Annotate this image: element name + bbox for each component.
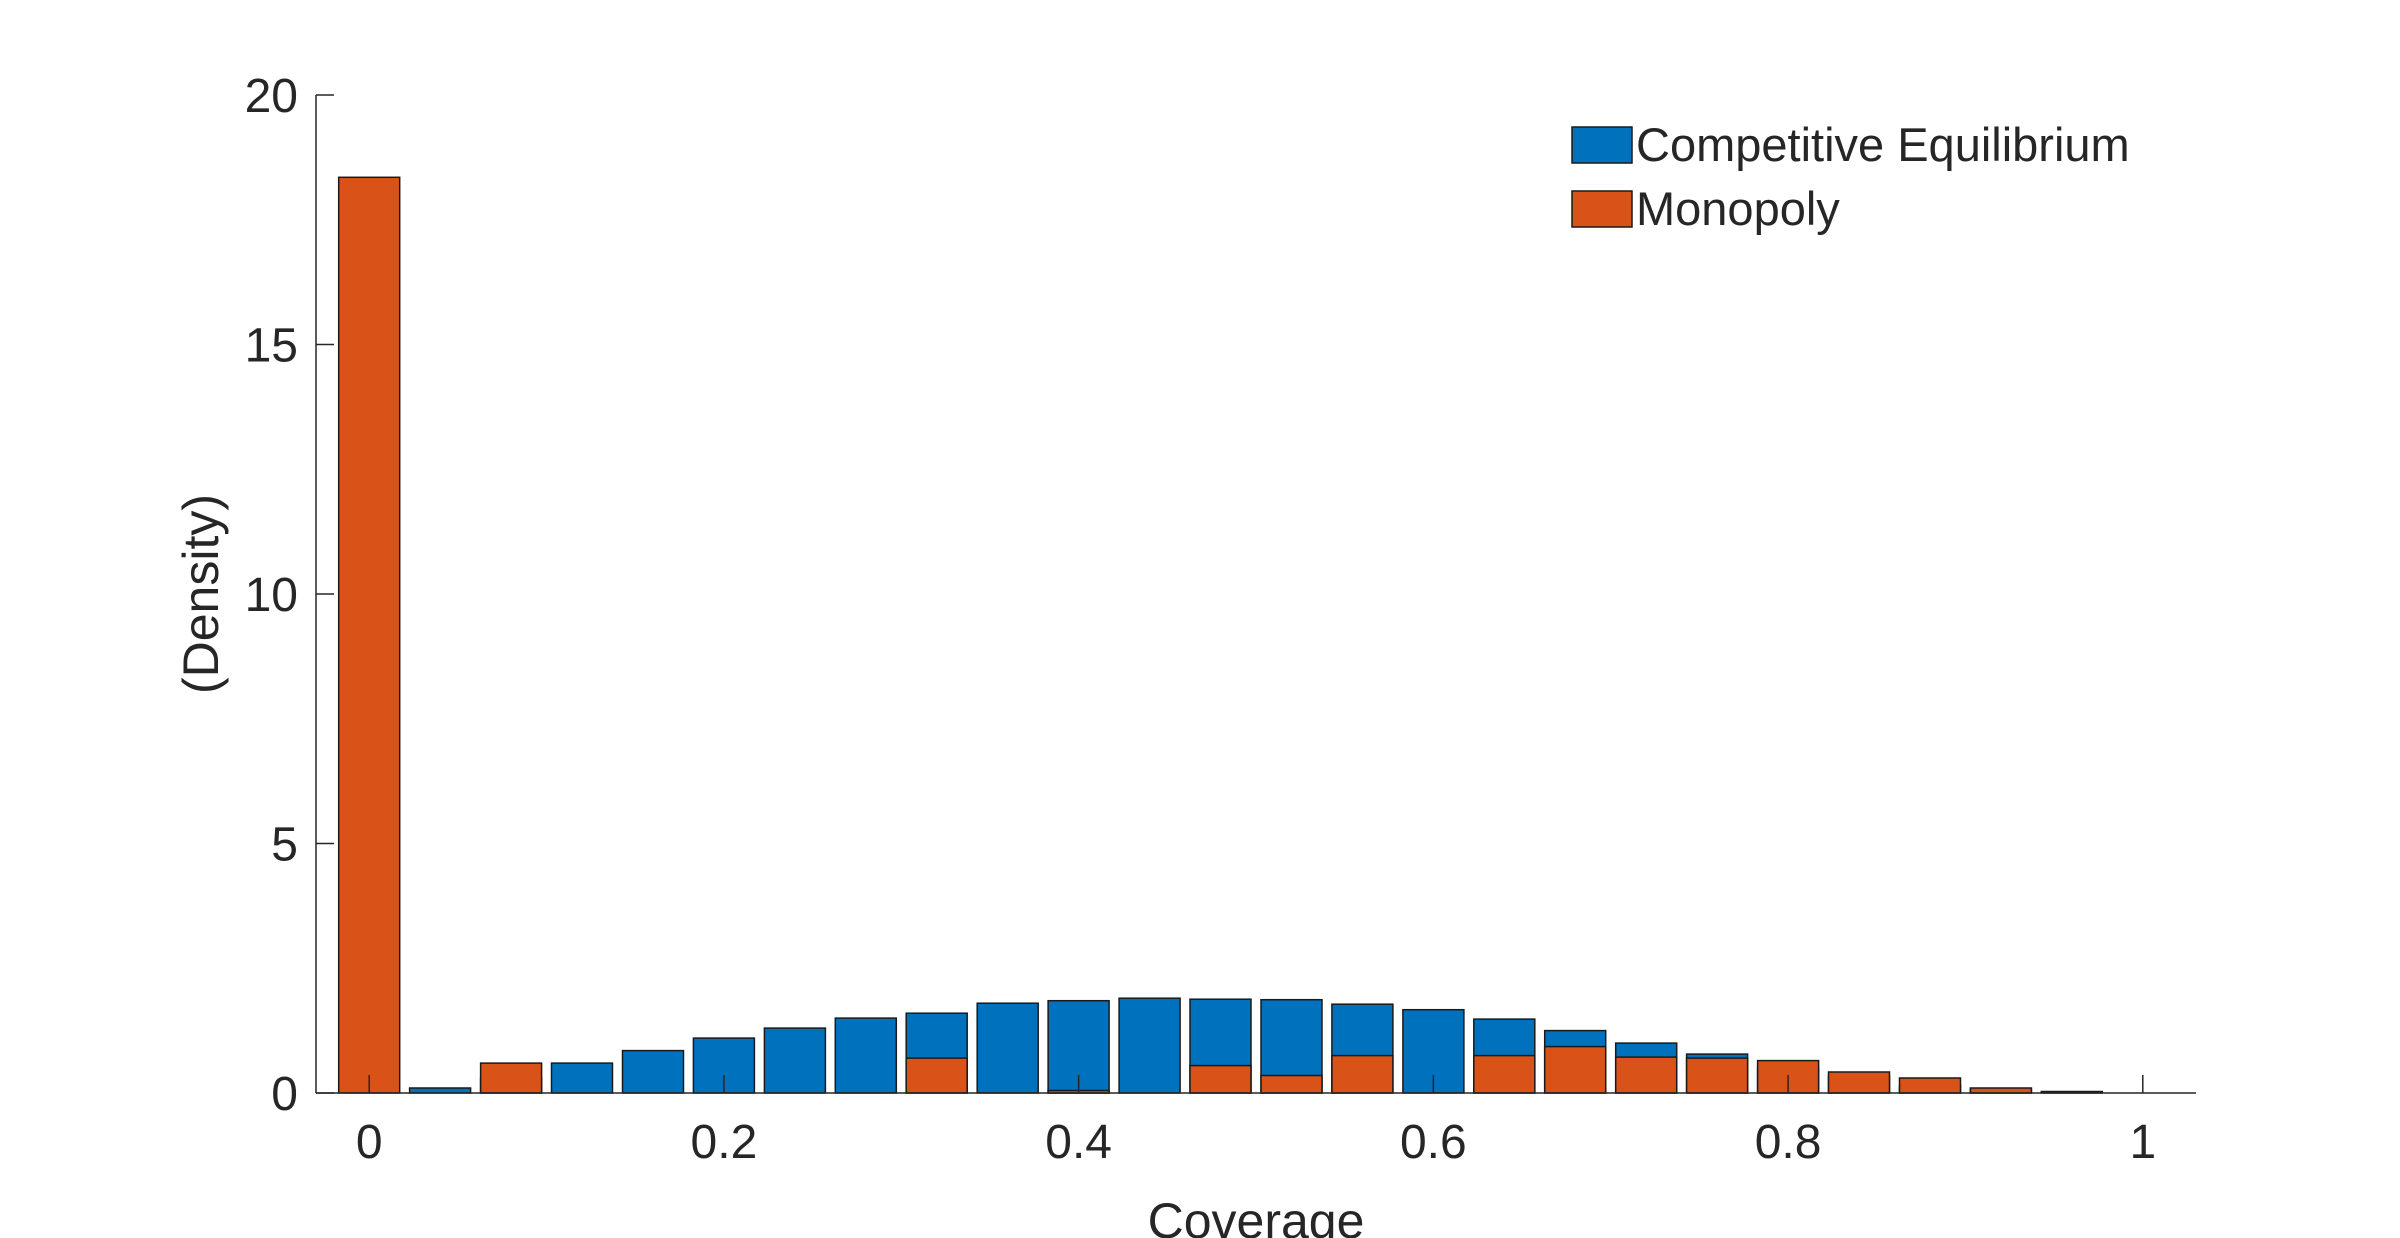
legend-label-monopoly: Monopoly — [1636, 182, 1840, 235]
bar-competitive-equilibrium — [976, 1002, 1039, 1094]
bar-competitive-equilibrium — [621, 1049, 685, 1094]
legend-label-competitive-equilibrium: Competitive Equilibrium — [1636, 118, 2130, 171]
bar-monopoly — [1331, 1054, 1394, 1094]
x-axis-ticks: 0 0.2 0.4 0.6 0.8 1 — [356, 1075, 2156, 1169]
y-tick-label: 5 — [271, 819, 298, 872]
bar-competitive-equilibrium — [763, 1027, 827, 1094]
x-tick-label: 0.2 — [691, 1116, 758, 1169]
x-tick-label: 0.6 — [1400, 1116, 1467, 1169]
x-tick-label: 1 — [2129, 1116, 2156, 1169]
bar-competitive-equilibrium — [1118, 997, 1181, 1094]
bar-monopoly — [1260, 1074, 1323, 1094]
y-tick-label: 10 — [245, 569, 298, 622]
bar-monopoly — [1473, 1054, 1536, 1094]
bar-monopoly — [1685, 1057, 1749, 1094]
bar-competitive-equilibrium — [550, 1062, 614, 1094]
bar-monopoly — [1614, 1056, 1678, 1094]
monopoly-bars — [337, 176, 2033, 1094]
x-tick-label: 0.8 — [1755, 1116, 1822, 1169]
y-axis-ticks: 0 5 10 15 20 — [245, 70, 334, 1121]
bar-competitive-equilibrium — [834, 1017, 898, 1094]
legend-swatch-monopoly — [1571, 190, 1633, 228]
x-axis-title: Coverage — [1148, 1193, 1365, 1238]
y-axis-title: (Density) — [173, 494, 229, 694]
bar-monopoly — [1543, 1045, 1607, 1094]
bar-monopoly — [905, 1057, 968, 1094]
y-tick-label: 20 — [245, 70, 298, 123]
bar-monopoly — [1827, 1071, 1891, 1094]
legend-swatch-competitive-equilibrium — [1571, 126, 1633, 164]
x-tick-label: 0.4 — [1045, 1116, 1112, 1169]
bar-monopoly — [479, 1062, 543, 1094]
y-tick-label: 15 — [245, 320, 298, 373]
x-tick-label: 0 — [356, 1116, 383, 1169]
legend: Competitive Equilibrium Monopoly — [1571, 118, 2130, 235]
bar-monopoly — [1898, 1077, 1962, 1094]
bar-monopoly — [1189, 1064, 1252, 1094]
y-tick-label: 0 — [271, 1068, 298, 1121]
bar-monopoly — [337, 176, 401, 1094]
